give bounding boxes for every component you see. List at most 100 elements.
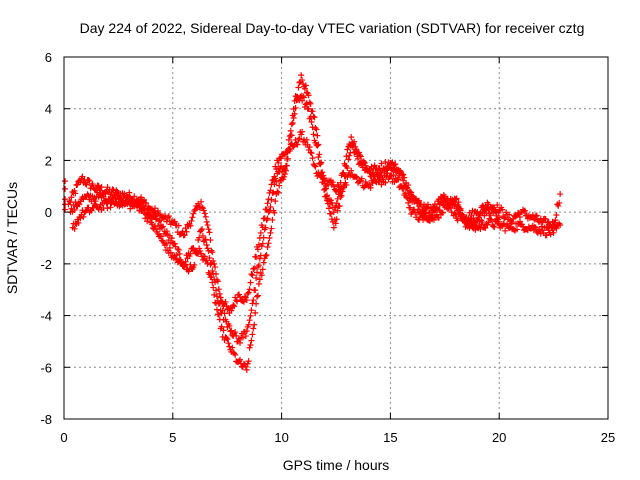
y-tick-label: -2 [40, 257, 52, 272]
data-point-fill [215, 311, 222, 318]
data-point-fill [355, 149, 362, 156]
data-point-fill [284, 146, 291, 153]
data-point [62, 206, 69, 213]
data-point-fill [188, 217, 195, 224]
data-point [256, 276, 263, 283]
y-tick-label: 2 [45, 153, 52, 168]
data-point-fill [444, 197, 451, 204]
data-point-fill [323, 193, 330, 200]
data-point-fill [82, 180, 89, 187]
data-point-fill [82, 208, 89, 215]
data-point-fill [312, 124, 319, 131]
data-point-fill [307, 149, 314, 156]
data-point [158, 224, 165, 231]
data-point-fill [66, 197, 73, 204]
data-point-fill [302, 101, 309, 108]
data-point-fill [178, 258, 185, 265]
data-point-fill [249, 331, 256, 338]
data-point-fill [253, 275, 260, 282]
data-point-fill [140, 205, 147, 212]
data-point-fill [308, 150, 315, 157]
data-point-fill [491, 207, 498, 214]
data-point-fill [181, 232, 188, 239]
data-point-fill [233, 332, 240, 339]
data-point-fill [126, 189, 133, 196]
data-point-fill [462, 218, 469, 225]
data-point-fill [424, 201, 431, 208]
data-point [339, 170, 346, 177]
data-point-fill [253, 254, 260, 261]
data-point-fill [208, 259, 215, 266]
data-point-fill [275, 159, 282, 166]
data-point-fill [167, 249, 174, 256]
data-point-fill [272, 175, 279, 182]
data-point-fill [345, 156, 352, 163]
data-point-fill [118, 195, 125, 202]
data-point-fill [308, 118, 315, 125]
data-point-fill [228, 327, 235, 334]
data-point-fill [249, 272, 256, 279]
data-point-fill [312, 163, 319, 170]
data-point-fill [338, 192, 345, 199]
data-point-fill [358, 175, 365, 182]
data-point-fill [519, 223, 526, 230]
data-point-fill [220, 327, 227, 334]
data-point-fill [553, 225, 560, 232]
data-point-fill [268, 196, 275, 203]
data-point-fill [392, 161, 399, 168]
data-point-fill [290, 106, 297, 113]
data-point-fill [342, 173, 349, 180]
data-point [250, 325, 257, 332]
data-point-fill [199, 204, 206, 211]
data-point-fill [263, 251, 270, 258]
data-point-fill [537, 230, 544, 237]
data-point-fill [479, 202, 486, 209]
data-point-fill [553, 212, 560, 219]
x-tick-label: 20 [492, 430, 506, 445]
data-point-fill [212, 279, 219, 286]
data-point-fill [272, 198, 279, 205]
data-point-fill [187, 222, 194, 229]
data-point [250, 266, 257, 273]
data-point-fill [436, 200, 443, 207]
data-point [339, 185, 346, 192]
data-point-fill [405, 182, 412, 189]
data-point-fill [175, 222, 182, 229]
data-point-fill [499, 206, 506, 213]
data-point-fill [262, 224, 269, 231]
data-point-fill [414, 209, 421, 216]
data-point-fill [67, 199, 74, 206]
data-point-fill [100, 193, 107, 200]
data-point-fill [163, 240, 170, 247]
y-tick-label: 6 [45, 50, 52, 65]
data-point-fill [391, 162, 398, 169]
data-point-fill [212, 264, 219, 271]
data-point-fill [155, 218, 162, 225]
data-point-fill [245, 358, 252, 365]
data-point-fill [68, 205, 75, 212]
data-point-fill [147, 214, 154, 221]
data-point-fill [202, 236, 209, 243]
data-point-fill [201, 237, 208, 244]
data-point-fill [152, 226, 159, 233]
data-point-fill [340, 169, 347, 176]
data-point-fill [448, 209, 455, 216]
data-point-fill [492, 208, 499, 215]
data-point-fill [244, 360, 251, 367]
data-point-fill [482, 225, 489, 232]
data-point-fill [411, 206, 418, 213]
data-point-fill [215, 300, 222, 307]
data-point-fill [390, 165, 397, 172]
data-point-fill [433, 205, 440, 212]
data-point-fill [300, 93, 307, 100]
data-point-fill [283, 155, 290, 162]
data-point-fill [246, 317, 253, 324]
data-point-fill [488, 216, 495, 223]
data-point-fill [76, 201, 83, 208]
data-point-fill [234, 298, 241, 305]
data-point-fill [273, 178, 280, 185]
data-point-fill [400, 171, 407, 178]
data-point [217, 294, 224, 301]
data-point-fill [443, 201, 450, 208]
data-point-fill [232, 329, 239, 336]
